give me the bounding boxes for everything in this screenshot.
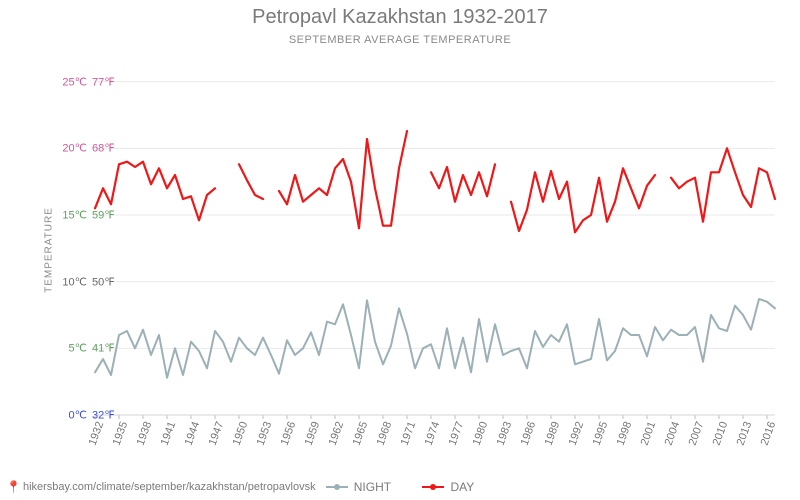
xtick-year: 1974 (423, 420, 443, 447)
temperature-chart: Petropavl Kazakhstan 1932-2017 SEPTEMBER… (0, 0, 800, 500)
xtick-year: 1977 (447, 420, 467, 447)
xtick-year: 1941 (159, 420, 179, 447)
plot-area (95, 55, 775, 415)
xtick-year: 1989 (543, 420, 563, 447)
ytick-celsius: 15℃ (62, 209, 87, 222)
ytick-fahrenheit: 77℉ (92, 75, 115, 88)
ytick-fahrenheit: 50℉ (92, 275, 115, 288)
xtick-year: 1971 (399, 420, 419, 447)
ytick-celsius: 20℃ (62, 142, 87, 155)
xtick-year: 1980 (471, 420, 491, 447)
xtick-year: 2010 (711, 420, 731, 447)
legend-item-night: NIGHT (326, 480, 391, 494)
xtick-year: 2016 (759, 420, 779, 447)
legend-label-night: NIGHT (354, 480, 391, 494)
ytick-fahrenheit: 68℉ (92, 142, 115, 155)
ytick-celsius: 5℃ (69, 342, 87, 355)
legend-label-day: DAY (450, 480, 474, 494)
chart-subtitle: SEPTEMBER AVERAGE TEMPERATURE (0, 34, 800, 46)
legend-swatch-day (422, 486, 444, 488)
chart-svg (95, 55, 775, 415)
xtick-year: 1938 (135, 420, 155, 447)
source-link[interactable]: 📍 hikersbay.com/climate/september/kazakh… (6, 480, 316, 494)
xtick-year: 1953 (255, 420, 275, 447)
xtick-year: 2001 (639, 420, 659, 447)
map-pin-icon: 📍 (6, 480, 21, 494)
ytick-celsius: 25℃ (62, 75, 87, 88)
xtick-year: 1998 (615, 420, 635, 447)
xtick-year: 1965 (351, 420, 371, 447)
xtick-year: 2013 (735, 420, 755, 447)
xtick-year: 2007 (687, 420, 707, 447)
xtick-year: 2004 (663, 420, 683, 447)
xtick-year: 1935 (111, 420, 131, 447)
ytick-fahrenheit: 41℉ (92, 342, 115, 355)
xtick-year: 1986 (519, 420, 539, 447)
xtick-year: 1992 (567, 420, 587, 447)
legend-item-day: DAY (422, 480, 474, 494)
ytick-celsius: 10℃ (62, 275, 87, 288)
xtick-year: 1944 (183, 420, 203, 447)
source-url-text: hikersbay.com/climate/september/kazakhst… (23, 481, 316, 493)
xtick-year: 1968 (375, 420, 395, 447)
ytick-celsius: 0℃ (69, 409, 87, 422)
xtick-year: 1947 (207, 420, 227, 447)
ytick-fahrenheit: 59℉ (92, 209, 115, 222)
xtick-year: 1956 (279, 420, 299, 447)
chart-title: Petropavl Kazakhstan 1932-2017 (0, 6, 800, 29)
xtick-year: 1959 (303, 420, 323, 447)
xtick-year: 1962 (327, 420, 347, 447)
xtick-year: 1950 (231, 420, 251, 447)
xtick-year: 1995 (591, 420, 611, 447)
xtick-year: 1932 (87, 420, 107, 447)
y-axis-title: TEMPERATURE (43, 207, 54, 293)
xtick-year: 1983 (495, 420, 515, 447)
legend-swatch-night (326, 486, 348, 488)
